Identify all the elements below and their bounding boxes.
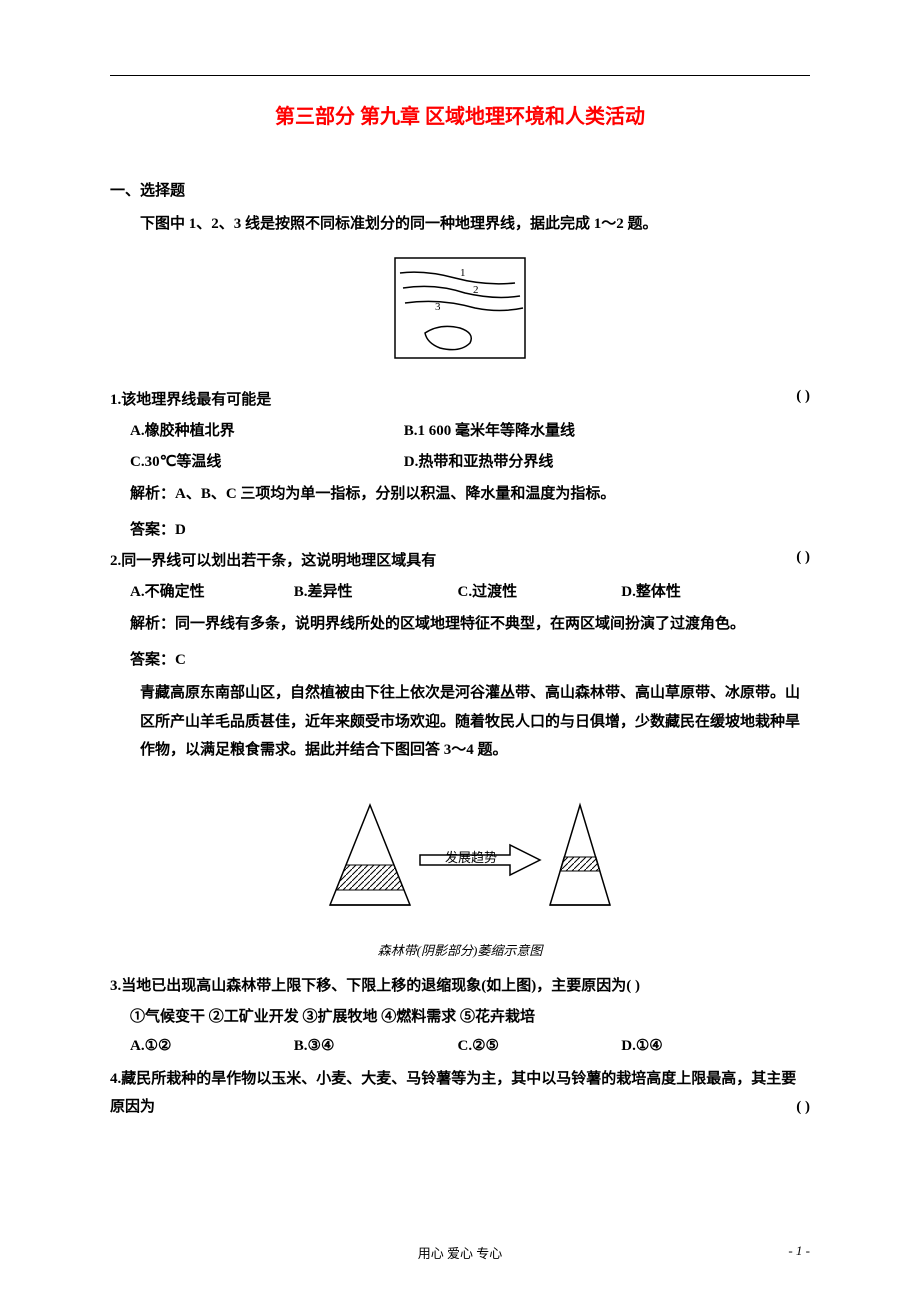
mountain-diagram: 发展趋势 <box>110 785 810 930</box>
arrow-label: 发展趋势 <box>445 850 497 865</box>
q4-number: 4. <box>110 1071 121 1087</box>
page-number: - 1 - <box>788 1243 810 1259</box>
footer-motto: 用心 爱心 专心 <box>110 1243 810 1262</box>
q2-opt-c: C.过渡性 <box>458 580 618 601</box>
question-4: 4.藏民所栽种的旱作物以玉米、小麦、大麦、马铃薯等为主，其中以马铃薯的栽培高度上… <box>110 1065 810 1122</box>
q2-opt-a: A.不确定性 <box>130 580 290 601</box>
q3-opt-c: C.②⑤ <box>458 1036 618 1055</box>
q2-paren: ( ) <box>796 549 810 566</box>
q1-paren: ( ) <box>796 388 810 405</box>
q3-opt-b: B.③④ <box>294 1036 454 1055</box>
q1-analysis: 解析：A、B、C 三项均为单一指标，分别以积温、降水量和温度为指标。 <box>130 481 810 508</box>
q1-text: 该地理界线最有可能是 <box>121 392 271 408</box>
question-3: 3.当地已出现高山森林带上限下移、下限上移的退缩现象(如上图)，主要原因为( ) <box>110 974 810 995</box>
q1-options-row2: C.30℃等温线 D.热带和亚热带分界线 <box>130 450 810 471</box>
q2-text: 同一界线可以划出若干条，这说明地理区域具有 <box>121 553 436 569</box>
q1-answer: 答案：D <box>130 518 810 539</box>
q1-opt-c: C.30℃等温线 <box>130 450 400 471</box>
q3-number: 3. <box>110 978 121 994</box>
q1-number: 1. <box>110 392 121 408</box>
q3-opt-d: D.①④ <box>621 1036 781 1055</box>
figure-caption: 森林带(阴影部分)萎缩示意图 <box>110 940 810 959</box>
q2-answer: 答案：C <box>130 648 810 669</box>
passage-text: 青藏高原东南部山区，自然植被由下往上依次是河谷灌丛带、高山森林带、高山草原带、冰… <box>140 679 810 765</box>
q4-text: 藏民所栽种的旱作物以玉米、小麦、大麦、马铃薯等为主，其中以马铃薯的栽培高度上限最… <box>110 1071 796 1116</box>
q3-text: 当地已出现高山森林带上限下移、下限上移的退缩现象(如上图)，主要原因为( ) <box>121 978 640 994</box>
q3-options: A.①② B.③④ C.②⑤ D.①④ <box>130 1036 810 1055</box>
q4-paren: ( ) <box>796 1093 810 1122</box>
header-rule <box>110 75 810 76</box>
q1-opt-d: D.热带和亚热带分界线 <box>404 450 674 471</box>
q2-analysis: 解析：同一界线有多条，说明界线所处的区域地理特征不典型，在两区域间扮演了过渡角色… <box>130 611 810 638</box>
q1-options-row1: A.橡胶种植北界 B.1 600 毫米年等降水量线 <box>130 419 810 440</box>
map-figure: 1 2 3 <box>110 248 810 373</box>
svg-text:1: 1 <box>460 267 466 279</box>
q1-opt-b: B.1 600 毫米年等降水量线 <box>404 419 674 440</box>
svg-text:3: 3 <box>435 301 441 313</box>
section-header: 一、选择题 <box>110 179 810 200</box>
q2-opt-d: D.整体性 <box>621 580 781 601</box>
page-footer: 用心 爱心 专心 - 1 - <box>110 1243 810 1262</box>
q2-opt-b: B.差异性 <box>294 580 454 601</box>
q3-sub: ①气候变干 ②工矿业开发 ③扩展牧地 ④燃料需求 ⑤花卉栽培 <box>130 1005 810 1026</box>
q2-options: A.不确定性 B.差异性 C.过渡性 D.整体性 <box>130 580 810 601</box>
q1-opt-a: A.橡胶种植北界 <box>130 419 400 440</box>
q2-number: 2. <box>110 553 121 569</box>
svg-text:2: 2 <box>473 284 479 296</box>
document-title: 第三部分 第九章 区域地理环境和人类活动 <box>110 100 810 129</box>
q3-opt-a: A.①② <box>130 1036 290 1055</box>
question-1: 1.该地理界线最有可能是 ( ) <box>110 388 810 409</box>
question-2: 2.同一界线可以划出若干条，这说明地理区域具有 ( ) <box>110 549 810 570</box>
intro-text: 下图中 1、2、3 线是按照不同标准划分的同一种地理界线，据此完成 1～2 题。 <box>140 212 810 233</box>
